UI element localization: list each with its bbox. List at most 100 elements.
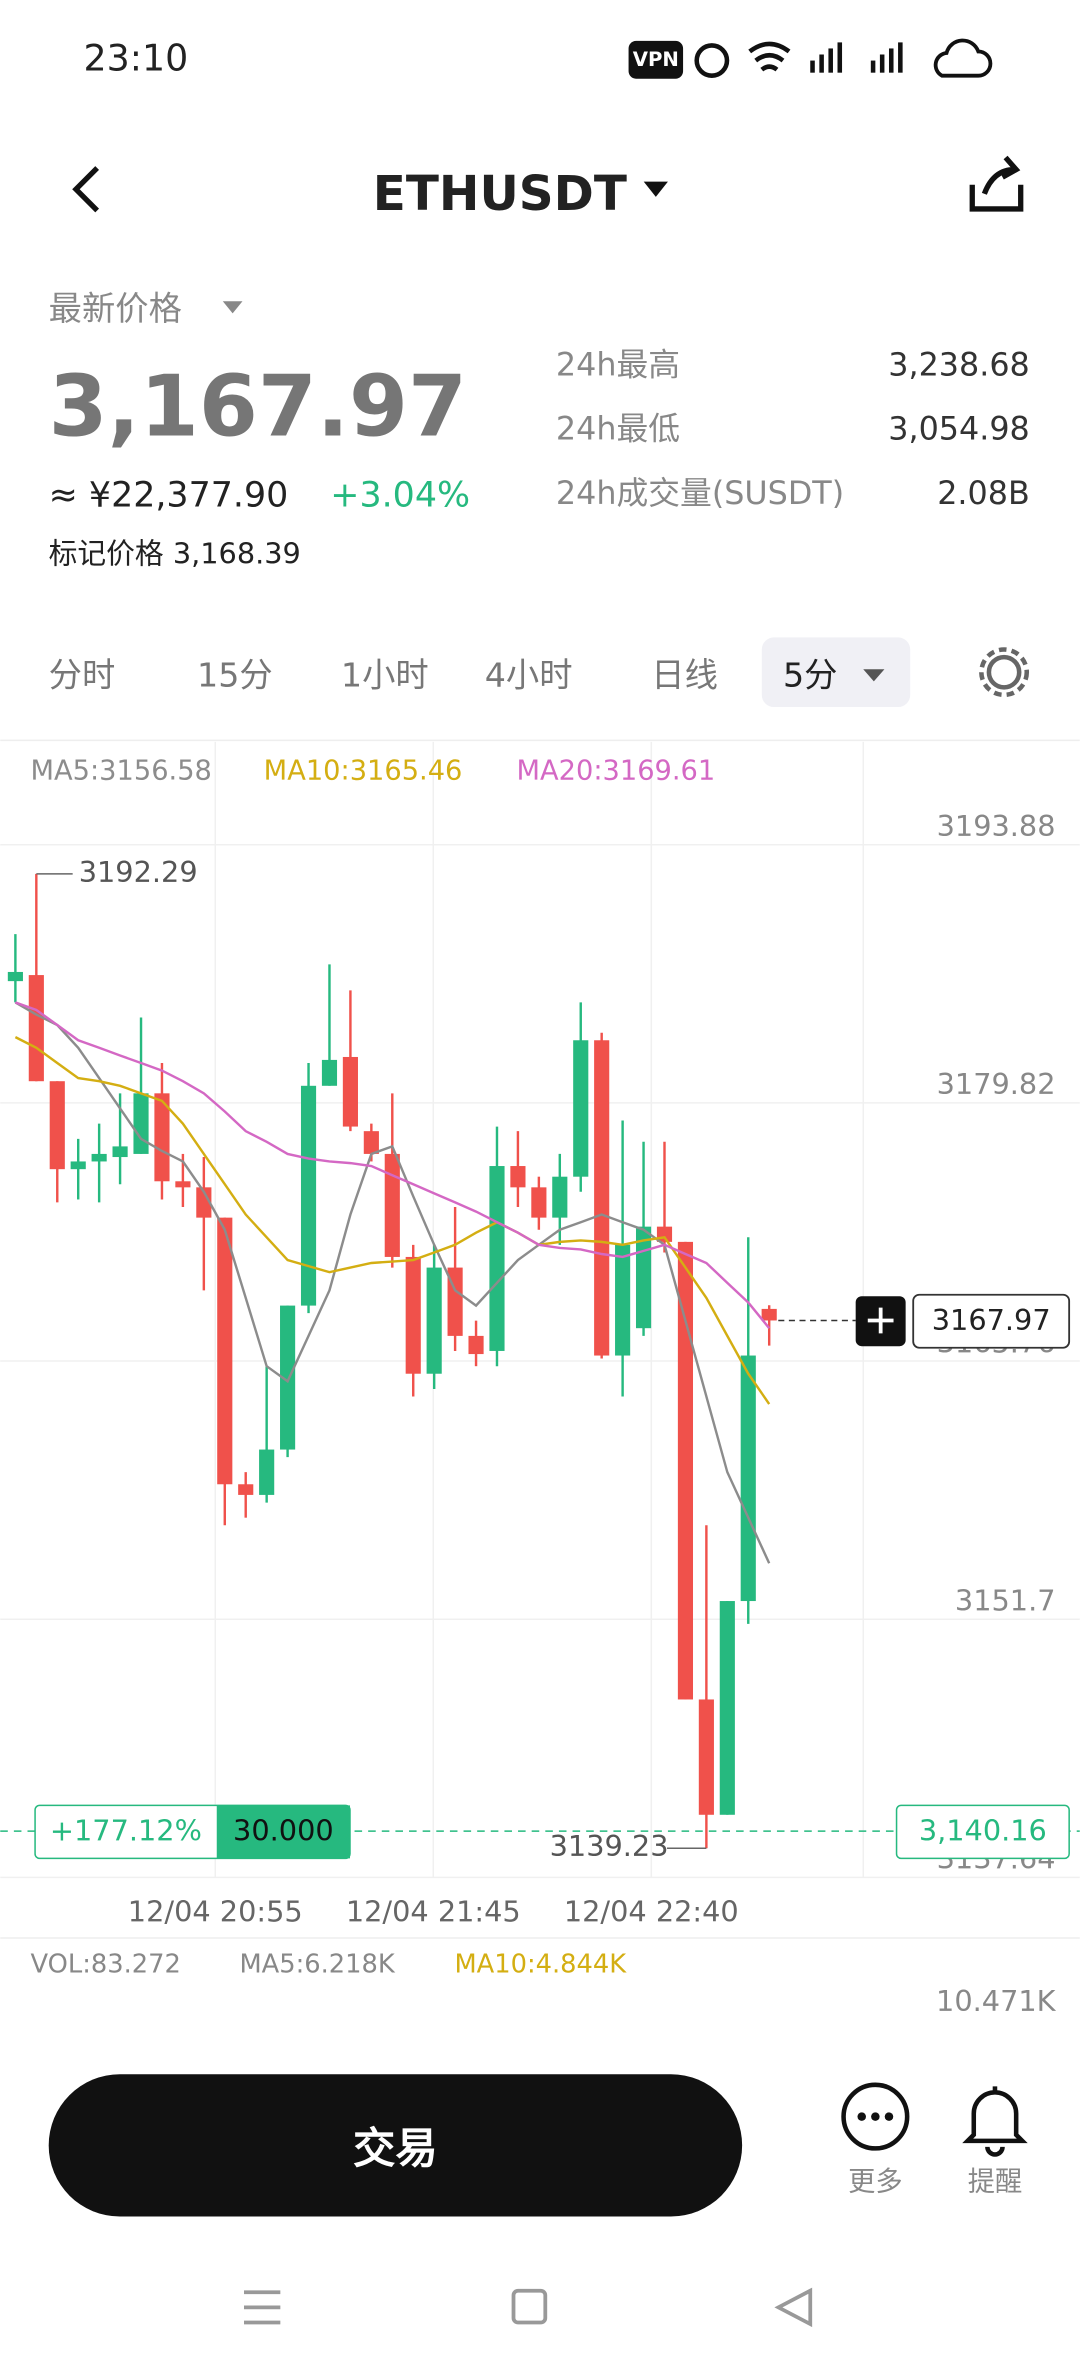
candle-body	[70, 1161, 86, 1170]
candle-body	[259, 1449, 275, 1495]
alert-label[interactable]: 提醒	[968, 2167, 1023, 2198]
share-button[interactable]	[969, 155, 1024, 212]
candle-body	[384, 1153, 400, 1257]
cloud-icon	[933, 38, 993, 78]
candle-body	[280, 1305, 296, 1450]
stat-value: 3,238.68	[888, 346, 1030, 383]
last-price: 3,167.97	[49, 356, 467, 455]
ma-line	[14, 1036, 771, 1405]
alarm-icon	[694, 43, 730, 78]
change-pct: +3.04%	[330, 476, 470, 516]
tab-active-bg	[761, 637, 911, 708]
trade-label[interactable]: 交易	[353, 2124, 438, 2173]
candle-body	[698, 1699, 714, 1815]
high-label: 3192.29	[79, 855, 198, 889]
interval-tab[interactable]: 15分	[197, 655, 273, 694]
more-dots	[857, 2112, 894, 2121]
settings-button[interactable]	[986, 654, 1022, 690]
candle-body	[217, 1217, 233, 1485]
candle-body	[175, 1181, 191, 1188]
tab-dropdown[interactable]	[863, 669, 885, 682]
ma-line	[14, 1001, 771, 1329]
settings-gear	[979, 647, 1030, 698]
more-label[interactable]: 更多	[848, 2167, 903, 2198]
candle-body	[677, 1241, 694, 1700]
interval-tab[interactable]: 4小时	[485, 655, 573, 694]
vpn-text: VPN	[633, 48, 679, 71]
interval-tab[interactable]: 1小时	[341, 655, 429, 694]
candle-body	[112, 1146, 128, 1158]
low-label: 3139.23	[550, 1829, 669, 1863]
candle-body	[761, 1308, 777, 1321]
status-time: 23:10	[84, 37, 189, 80]
candle-body	[510, 1166, 526, 1188]
ma-legend: MA20:3169.61	[517, 756, 716, 787]
candle-body	[468, 1335, 484, 1355]
candle-body	[196, 1187, 212, 1218]
vol-max: 10.471K	[936, 1984, 1057, 2018]
caption-dropdown[interactable]	[222, 301, 243, 314]
alert-icon[interactable]	[962, 2086, 1028, 2157]
last-price-tag: 3167.97	[932, 1303, 1051, 1337]
crosshair-plus	[867, 1307, 894, 1334]
x-tick-label: 12/04 20:55	[128, 1895, 303, 1929]
stat-value: 3,054.98	[888, 411, 1030, 448]
x-tick-label: 12/04 22:40	[564, 1895, 739, 1929]
position-pnl: +177.12%	[50, 1814, 202, 1848]
vol-ma10: MA10:4.844K	[454, 1950, 627, 1980]
x-tick-label: 12/04 21:45	[346, 1895, 521, 1929]
position-size: 30.000	[233, 1814, 334, 1848]
y-tick-label: 3193.88	[937, 809, 1056, 843]
y-tick-label: 3179.82	[937, 1067, 1056, 1101]
candle-body	[405, 1256, 421, 1374]
vol-ma5: MA5:6.218K	[239, 1950, 395, 1980]
position-price: 3,140.16	[919, 1814, 1047, 1848]
trade-button[interactable]	[48, 2074, 743, 2217]
y-tick-label: 3151.7	[955, 1584, 1056, 1618]
candle-body	[489, 1166, 505, 1351]
more-icon[interactable]	[841, 2082, 910, 2151]
signal-icons	[810, 42, 903, 73]
vol-label: VOL:83.272	[31, 1950, 181, 1980]
stat-label: 24h最低	[556, 411, 680, 448]
candle-body	[28, 975, 44, 1082]
ma-legend: MA5:3156.58	[31, 756, 212, 787]
candle-body	[49, 1081, 65, 1170]
position-size-box	[216, 1805, 350, 1859]
candle-body	[91, 1153, 107, 1162]
candle-body	[133, 1093, 149, 1154]
position-price-box	[895, 1804, 1070, 1860]
candle-body	[594, 1040, 610, 1356]
interval-tab[interactable]: 日线	[651, 655, 718, 694]
pair-title[interactable]: ETHUSDT	[373, 166, 627, 222]
back-button[interactable]	[72, 166, 100, 213]
stat-value: 2.08B	[937, 475, 1030, 512]
ma-line	[14, 1001, 771, 1564]
candle-body	[719, 1601, 735, 1815]
candle-body	[573, 1040, 589, 1177]
vpn-badge	[628, 40, 684, 79]
interval-tab[interactable]: 分时	[49, 655, 116, 694]
candle-body	[426, 1267, 442, 1374]
candle-body	[531, 1187, 547, 1218]
stat-label: 24h最高	[556, 346, 680, 383]
candle-body	[154, 1093, 170, 1182]
candle-body	[740, 1355, 756, 1602]
candle-body	[363, 1131, 379, 1154]
cny-price: ≈ ¥22,377.90	[49, 476, 289, 516]
candle-body	[342, 1056, 358, 1127]
pair-dropdown[interactable]	[643, 181, 668, 197]
price-caption[interactable]: 最新价格	[49, 289, 182, 328]
candle-body	[300, 1085, 317, 1306]
ma-legend: MA10:3165.46	[264, 756, 463, 787]
candle-body	[238, 1484, 254, 1495]
candle-body	[321, 1059, 338, 1086]
mark-price: 标记价格 3,168.39	[49, 537, 301, 571]
stat-label: 24h成交量(SUSDT)	[556, 475, 844, 512]
interval-tab[interactable]: 5分	[783, 655, 837, 694]
candle-body	[552, 1176, 568, 1218]
nav-bar	[244, 2287, 813, 2328]
last-price-box	[912, 1293, 1071, 1349]
candle-body	[615, 1244, 631, 1356]
